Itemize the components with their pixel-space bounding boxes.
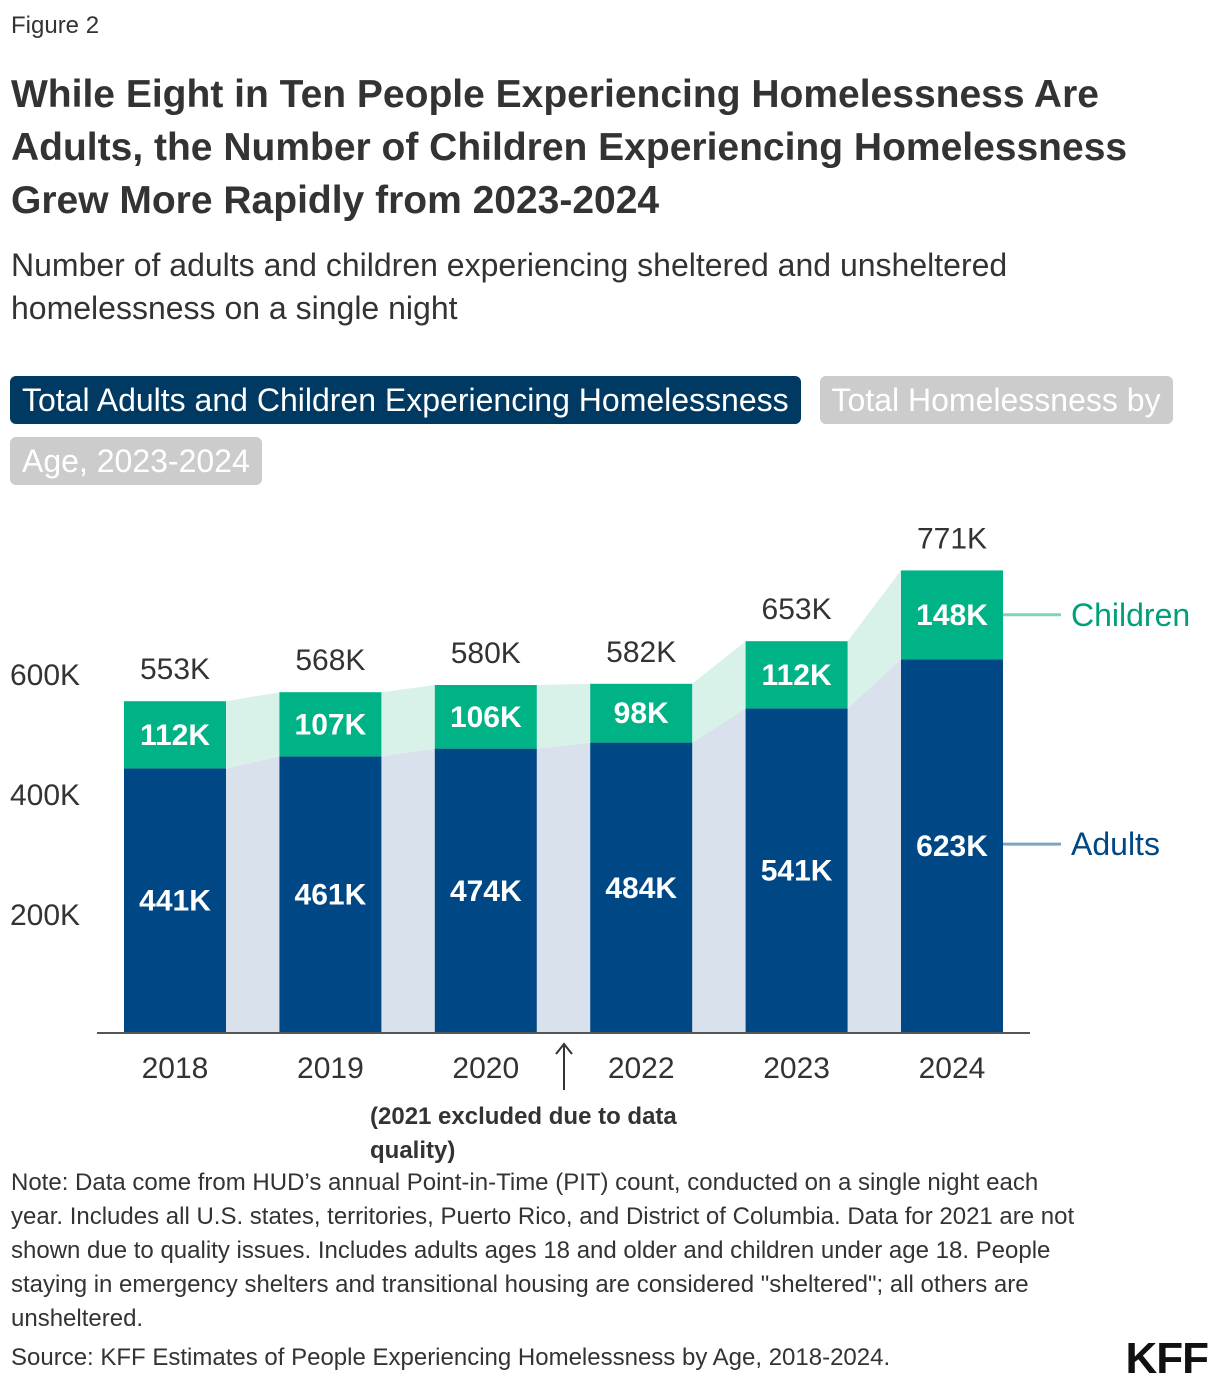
figure-label: Figure 2 xyxy=(11,12,100,39)
note: Note: Data come from HUD’s annual Point-… xyxy=(11,1169,1075,1332)
source: Source: KFF Estimates of People Experien… xyxy=(11,1344,891,1371)
adults-data-label: 461K xyxy=(295,879,367,912)
total-data-label: 553K xyxy=(140,653,210,686)
adults-legend-label: Adults xyxy=(1071,826,1160,862)
children-connector xyxy=(847,570,901,709)
children-data-label: 107K xyxy=(295,708,367,741)
adults-connector xyxy=(692,708,746,1033)
children-data-label: 98K xyxy=(614,697,669,730)
adults-bar xyxy=(590,742,693,1033)
total-data-label: 580K xyxy=(451,637,521,670)
adults-data-label: 541K xyxy=(761,855,833,888)
kff-logo: KFF xyxy=(1125,1334,1209,1383)
y-tick-label: 400K xyxy=(10,779,80,812)
chart: 441K 112K 553K 2018 461K 107K 568K 2019 474K 106K… xyxy=(10,522,1190,1090)
adults-data-label: 441K xyxy=(139,885,211,918)
total-data-label: 568K xyxy=(295,644,365,677)
tab-bar: Total Adults and Children Experiencing H… xyxy=(10,370,1215,492)
adults-bar xyxy=(279,756,382,1033)
x-tick-label: 2024 xyxy=(919,1052,986,1085)
adults-connector xyxy=(536,742,591,1033)
children-data-label: 112K xyxy=(762,659,832,692)
children-connector xyxy=(226,692,280,769)
x-tick-label: 2022 xyxy=(608,1052,675,1085)
adults-bar xyxy=(745,708,848,1033)
x-tick-label: 2020 xyxy=(452,1052,519,1085)
children-bar xyxy=(124,701,226,769)
total-data-label: 653K xyxy=(762,593,832,626)
adults-data-label: 484K xyxy=(605,872,677,905)
chart-title: While Eight in Ten People Experiencing H… xyxy=(11,73,1128,222)
children-bar xyxy=(434,685,537,749)
adults-connector xyxy=(381,748,435,1033)
total-data-label: 582K xyxy=(606,636,676,669)
adults-bar xyxy=(901,659,1003,1033)
children-data-label: 148K xyxy=(916,599,988,632)
children-bar xyxy=(590,683,693,743)
children-bar xyxy=(745,641,848,709)
x-tick-label: 2019 xyxy=(297,1052,364,1085)
children-data-label: 106K xyxy=(450,701,522,734)
children-data-label: 112K xyxy=(140,719,210,752)
children-bar xyxy=(901,570,1003,660)
children-legend-label: Children xyxy=(1071,597,1190,633)
x-tick-label: 2023 xyxy=(763,1052,830,1085)
total-data-label: 771K xyxy=(917,522,987,555)
adults-connector xyxy=(226,756,280,1033)
adults-connector xyxy=(847,659,901,1033)
children-connector xyxy=(381,685,435,757)
adults-bar xyxy=(434,748,537,1033)
tab-total-adults-children[interactable]: Total Adults and Children Experiencing H… xyxy=(10,376,801,424)
adults-bar xyxy=(124,768,226,1033)
annotation-2021: (2021 excluded due to data quality) xyxy=(370,1103,677,1164)
children-connector xyxy=(692,641,746,743)
adults-data-label: 623K xyxy=(916,830,988,863)
adults-data-label: 474K xyxy=(450,875,522,908)
x-tick-label: 2018 xyxy=(142,1052,209,1085)
children-connector xyxy=(536,683,591,749)
arrowhead-icon xyxy=(555,1042,573,1055)
children-bar xyxy=(279,692,382,757)
chart-subtitle: Number of adults and children experienci… xyxy=(11,247,1008,326)
y-tick-label: 600K xyxy=(10,659,80,692)
y-tick-label: 200K xyxy=(10,899,80,932)
